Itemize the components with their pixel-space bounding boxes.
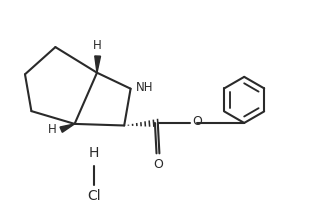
Polygon shape xyxy=(95,56,100,73)
Text: Cl: Cl xyxy=(87,189,100,203)
Polygon shape xyxy=(60,124,75,132)
Text: O: O xyxy=(153,158,163,171)
Text: NH: NH xyxy=(136,81,153,94)
Text: H: H xyxy=(89,146,99,160)
Text: O: O xyxy=(192,115,202,128)
Text: H: H xyxy=(48,123,57,136)
Text: H: H xyxy=(93,39,102,52)
